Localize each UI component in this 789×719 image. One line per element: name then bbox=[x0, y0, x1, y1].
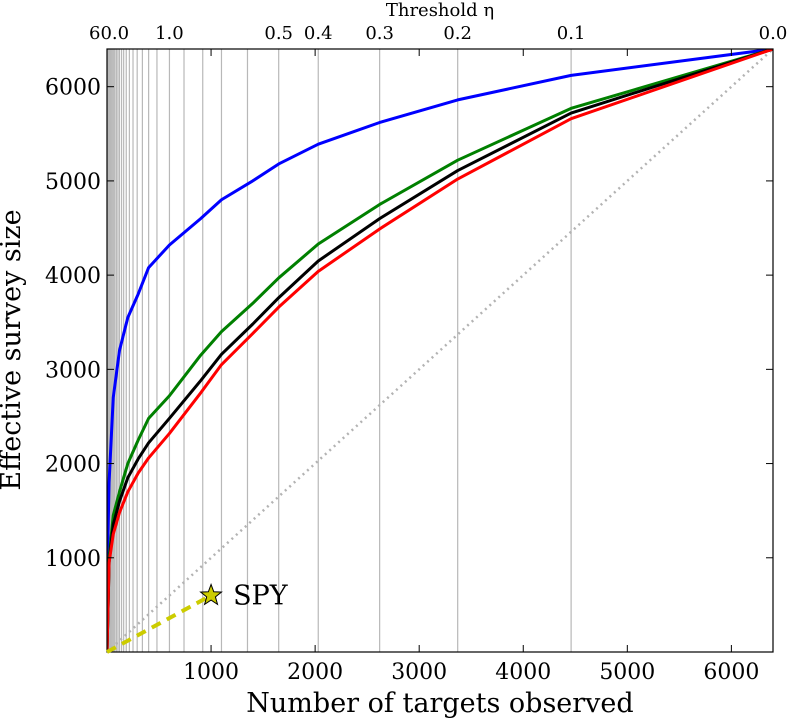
y-tick-label: 6000 bbox=[45, 76, 101, 101]
threshold-tick-label: 0.2 bbox=[443, 23, 472, 44]
threshold-tick-label: 0.5 bbox=[264, 23, 293, 44]
series-line-4 bbox=[107, 49, 773, 652]
y-tick-label: 3000 bbox=[45, 358, 101, 383]
x-axis-label: Number of targets observed bbox=[246, 688, 633, 719]
threshold-tick-label: 60.0 bbox=[89, 23, 129, 44]
series-layer bbox=[107, 49, 773, 652]
threshold-tick-label: 0.4 bbox=[304, 23, 333, 44]
x-tick-label: 5000 bbox=[599, 660, 655, 685]
series-line-2 bbox=[107, 49, 773, 652]
x-tick-label: 1000 bbox=[183, 660, 239, 685]
y-tick-label: 5000 bbox=[45, 170, 101, 195]
y-tick-label: 2000 bbox=[45, 453, 101, 478]
series-line-3 bbox=[107, 49, 773, 652]
x-tick-label: 2000 bbox=[287, 660, 343, 685]
threshold-tick-label: 0.1 bbox=[557, 23, 586, 44]
y-tick-label: 1000 bbox=[45, 547, 101, 572]
y-axis-ticks: 1000 2000 3000 4000 5000 6000 bbox=[45, 76, 773, 572]
spy-label: SPY bbox=[233, 580, 289, 611]
threshold-tick-label: 0.3 bbox=[365, 23, 394, 44]
x-tick-label: 4000 bbox=[495, 660, 551, 685]
spy-dashed-line bbox=[106, 593, 213, 654]
threshold-axis-title: Threshold η bbox=[386, 0, 494, 21]
spy-star-marker bbox=[199, 583, 223, 606]
plot-frame bbox=[106, 48, 774, 653]
y-axis-label: Effective survey size bbox=[0, 209, 27, 490]
threshold-tick-label: 0.0 bbox=[759, 23, 788, 44]
series-line-1 bbox=[107, 49, 773, 652]
reference-diagonal-line bbox=[107, 49, 773, 652]
spy-annotation: SPY bbox=[106, 580, 289, 654]
x-tick-label: 3000 bbox=[391, 660, 447, 685]
x-axis-ticks: 1000 2000 3000 4000 5000 6000 bbox=[183, 49, 759, 685]
threshold-axis-ticks: 60.0 1.0 0.5 0.4 0.3 0.2 0.1 0.0 bbox=[89, 23, 787, 44]
threshold-tick-label: 1.0 bbox=[155, 23, 184, 44]
y-tick-label: 4000 bbox=[45, 264, 101, 289]
x-tick-label: 6000 bbox=[703, 660, 759, 685]
